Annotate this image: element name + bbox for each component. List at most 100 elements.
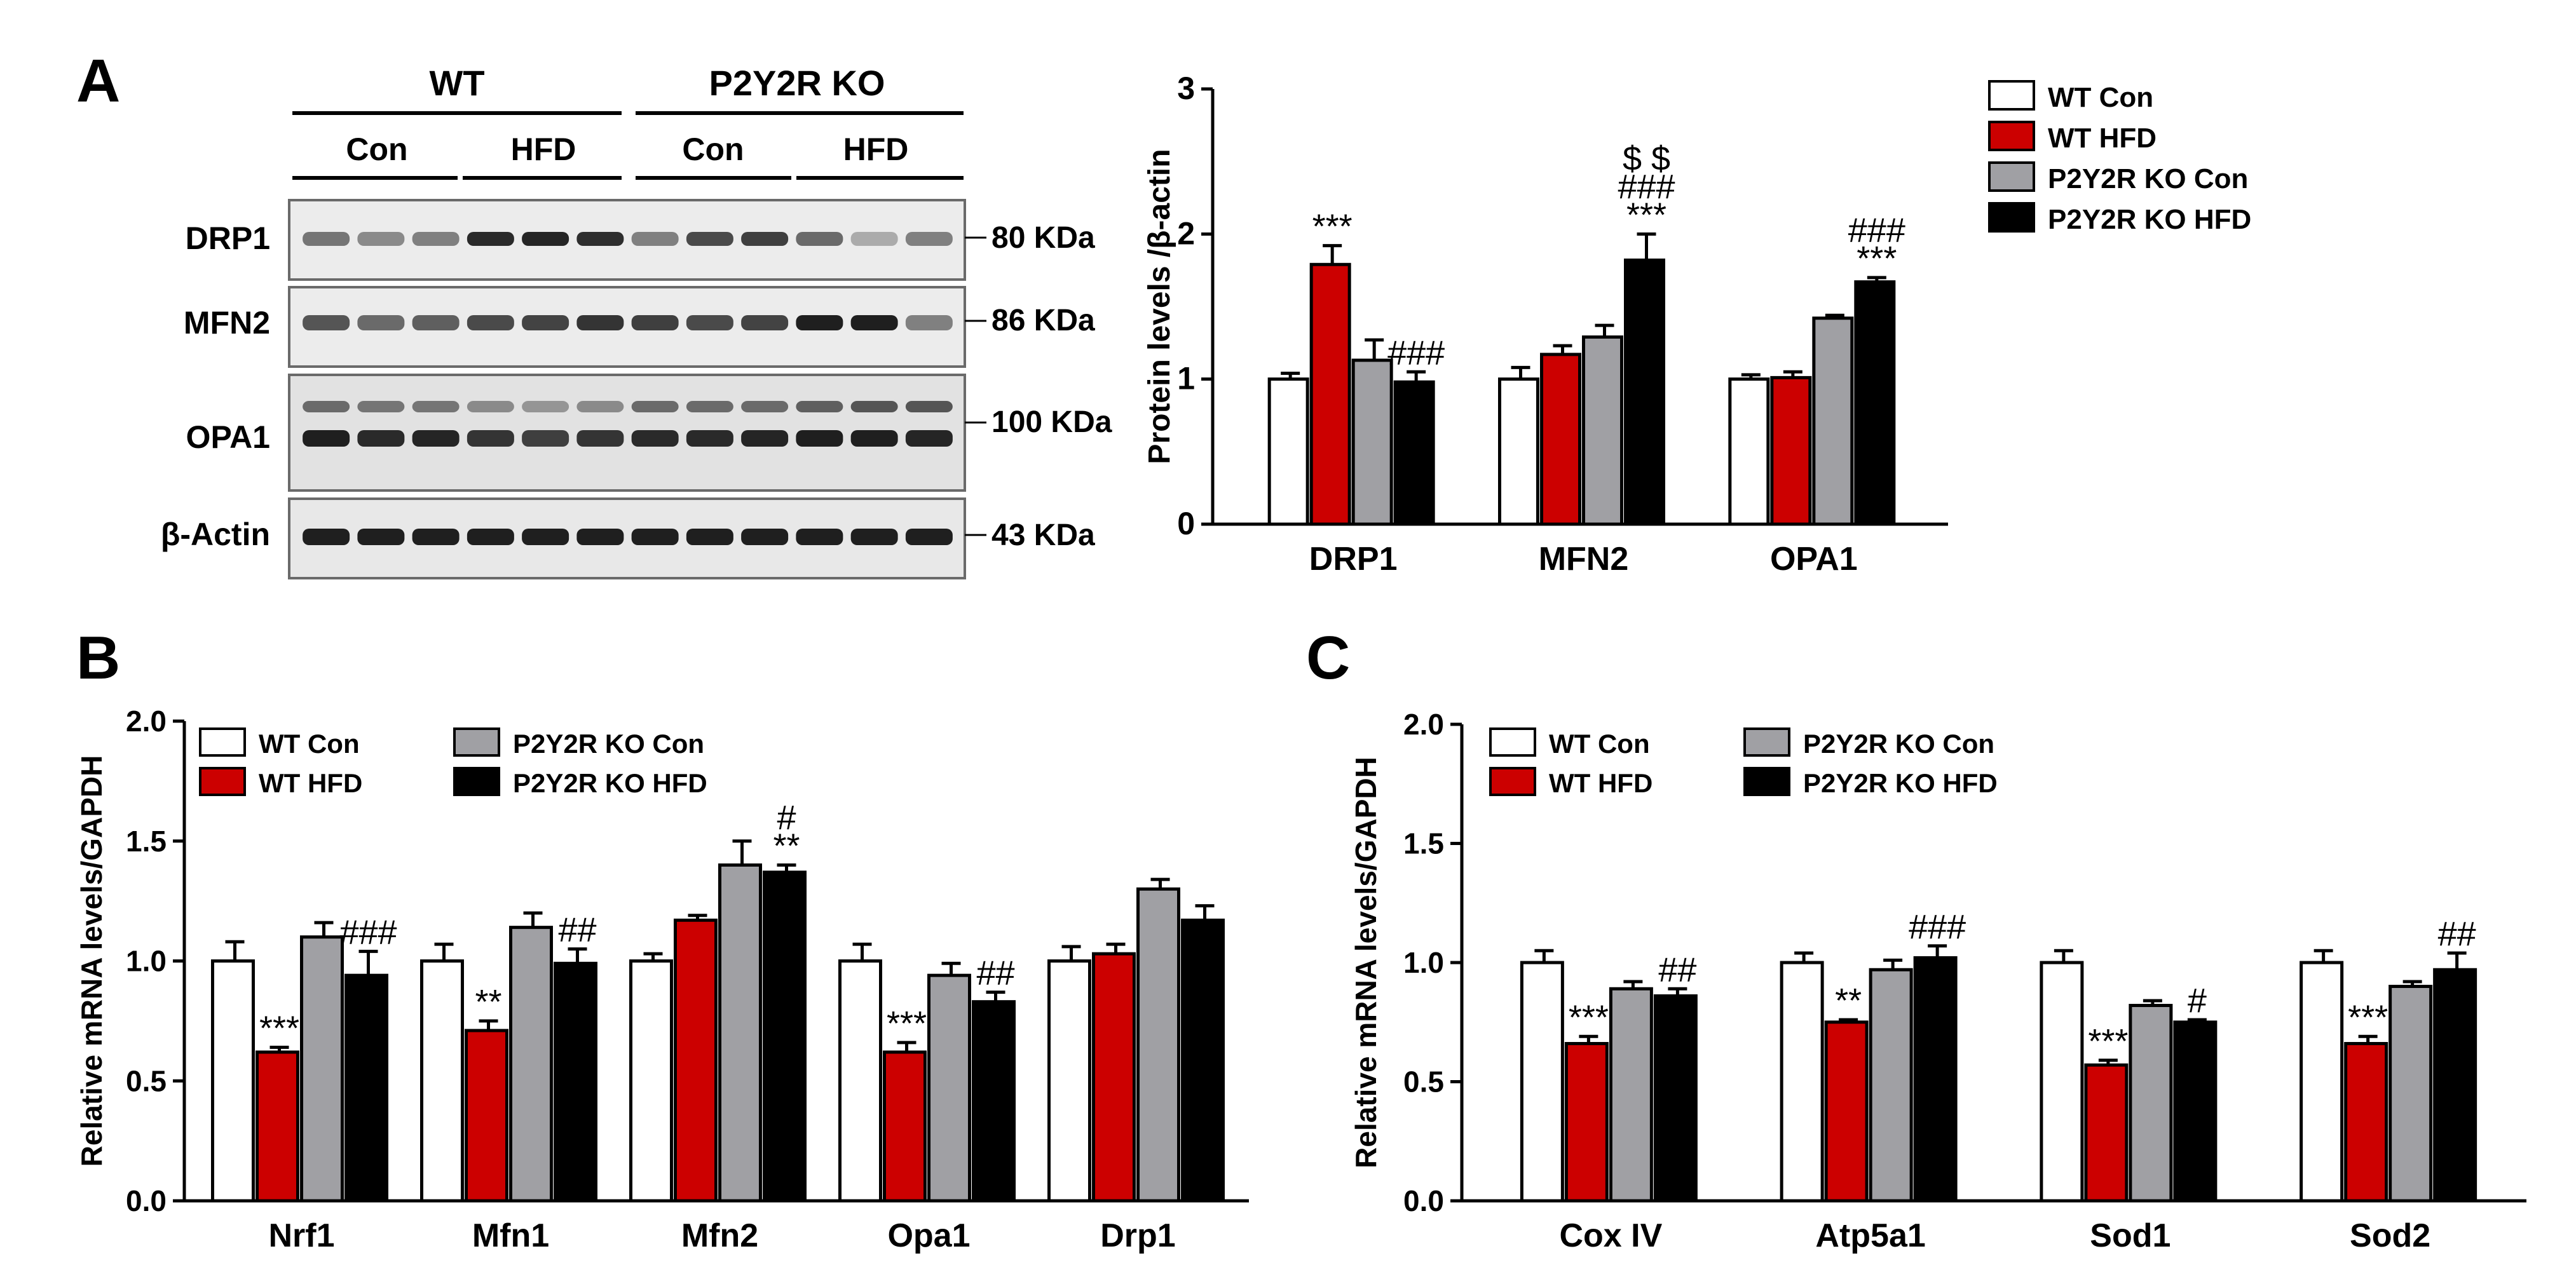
blot-band <box>576 430 624 447</box>
panel-label-b: B <box>76 624 120 692</box>
significance-label: ### <box>1387 334 1445 372</box>
bar <box>1869 968 1913 1203</box>
blot-band <box>467 232 514 246</box>
blot-band <box>741 529 789 545</box>
bar <box>2433 968 2477 1203</box>
legend-swatch <box>1743 767 1790 796</box>
legend-swatch <box>1988 161 2035 192</box>
x-tick-label: Drp1 <box>1100 1217 1175 1254</box>
y-tick-label: 1.0 <box>126 945 167 978</box>
blot-size-label-mfn2: 86 KDa <box>992 304 1095 337</box>
legend-label: WT Con <box>259 729 360 759</box>
bar <box>300 935 344 1203</box>
bar <box>2129 1004 2173 1203</box>
y-tick-label: 1.5 <box>126 825 167 858</box>
blot-band <box>741 315 789 330</box>
bar <box>2389 985 2433 1203</box>
blot-band <box>631 232 679 246</box>
blot-band <box>905 401 953 412</box>
bar <box>2300 961 2344 1203</box>
y-axis-label: Relative mRNA levels/GAPDH <box>75 755 108 1167</box>
blot-band <box>303 430 350 447</box>
legend-swatch <box>1988 80 2035 111</box>
bar <box>674 918 718 1203</box>
blot-band <box>357 430 405 447</box>
y-tick-label: 1 <box>1177 361 1195 396</box>
significance-label: $ $ <box>1623 140 1670 178</box>
legend-swatch <box>453 727 500 757</box>
bar <box>972 1000 1016 1203</box>
significance-label: ## <box>2438 915 2476 953</box>
y-tick-label: 0.0 <box>126 1184 167 1217</box>
bar <box>344 973 388 1203</box>
blot-band <box>522 529 569 545</box>
significance-label: ### <box>1909 908 1966 946</box>
bar <box>927 973 971 1203</box>
bar <box>256 1050 299 1203</box>
blot-band <box>905 529 953 545</box>
significance-label: *** <box>1626 196 1666 234</box>
blot-condition-label: Con <box>682 132 744 167</box>
blot-band <box>741 232 789 246</box>
significance-label: ### <box>1848 212 1905 250</box>
legend-swatch <box>1489 727 1536 757</box>
significance-label: ** <box>773 827 800 865</box>
legend-label: WT Con <box>1549 729 1650 759</box>
blot-group-label-wt: WT <box>429 63 484 103</box>
significance-label: ## <box>1658 950 1696 989</box>
blot-band <box>905 430 953 447</box>
blot-band <box>467 430 514 447</box>
blot-condition-label: HFD <box>511 132 576 167</box>
blot-band <box>576 529 624 545</box>
legend-label: P2Y2R KO HFD <box>1803 768 1998 798</box>
blot-protein-label-actin: β-Actin <box>161 517 270 552</box>
significance-label: *** <box>1569 998 1609 1036</box>
bar <box>629 959 673 1203</box>
blot-band <box>303 315 350 330</box>
blot-band <box>357 232 405 246</box>
significance-label: ** <box>1835 982 1862 1020</box>
legend-swatch <box>1743 727 1790 757</box>
legend-swatch <box>1988 121 2035 151</box>
bar <box>1812 316 1854 526</box>
significance-label: *** <box>259 1009 299 1047</box>
blot-size-label-opa1: 100 KDa <box>992 405 1112 439</box>
blot-protein-label-mfn2: MFN2 <box>184 305 270 341</box>
legend-swatch <box>453 767 500 796</box>
y-tick-label: 2.0 <box>1403 708 1444 741</box>
bar <box>1520 961 1564 1203</box>
x-tick-label: Sod1 <box>2090 1217 2171 1254</box>
significance-label: *** <box>2348 998 2388 1036</box>
chart-c-mrna-levels: 0.0 0.5 1.0 1.5 2.0 Relative mRNA levels/GAPD… <box>1349 708 2526 1254</box>
blot-band <box>796 430 843 447</box>
blot-band <box>905 315 953 330</box>
legend-swatch <box>199 727 246 757</box>
blot-band <box>357 401 405 412</box>
blot-size-label-actin: 43 KDa <box>992 518 1095 552</box>
blot-band <box>522 232 569 246</box>
x-tick-label: Nrf1 <box>268 1217 334 1254</box>
significance-label: ### <box>339 913 397 951</box>
x-tick-label: Mfn2 <box>681 1217 758 1254</box>
y-axis-label: Relative mRNA levels/GAPDH <box>1349 757 1382 1168</box>
significance-label: *** <box>887 1005 927 1043</box>
blot-band <box>850 315 898 330</box>
blot-band <box>467 401 514 412</box>
y-tick-label: 0 <box>1177 506 1195 541</box>
legend-label: WT HFD <box>1549 768 1653 798</box>
x-tick-label: Mfn1 <box>472 1217 549 1254</box>
legend-label: WT HFD <box>259 768 362 798</box>
significance-label: ## <box>558 911 596 949</box>
legend-swatch <box>1988 202 2035 233</box>
blot-condition-label: Con <box>346 132 407 167</box>
bar <box>763 870 807 1203</box>
bar <box>2084 1063 2129 1203</box>
bar <box>1393 380 1435 526</box>
blot-band <box>576 315 624 330</box>
x-tick-label: DRP1 <box>1309 541 1398 578</box>
blot-band <box>796 401 843 412</box>
panel-label-a: A <box>76 47 120 115</box>
bar <box>2344 1042 2389 1203</box>
